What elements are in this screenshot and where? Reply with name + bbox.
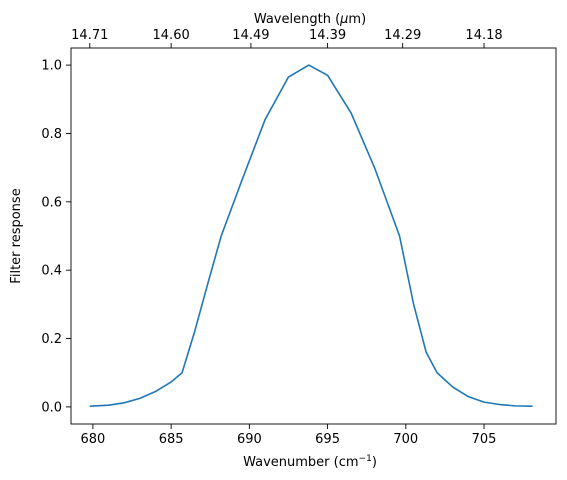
plot-area [71, 48, 556, 424]
x-axis-label: Wavenumber (cm−1) [243, 454, 377, 470]
left-axis-ticks: 0.0 0.2 0.4 0.6 0.8 1.0 [41, 59, 71, 415]
y-axis-label: Filter response [9, 188, 24, 283]
top-tick-label: 14.18 [465, 28, 502, 43]
top-tick-label: 14.39 [309, 28, 346, 43]
y-tick-label: 0.6 [41, 195, 62, 210]
plot-frame [70, 47, 557, 425]
x-tick-label: 680 [80, 432, 105, 447]
top-axis-ticks: 14.71 14.60 14.49 14.39 14.29 14.18 [71, 28, 503, 48]
top-tick-label: 14.71 [71, 28, 108, 43]
x-tick-label: 695 [315, 432, 340, 447]
x-tick-label: 700 [393, 432, 418, 447]
top-tick-label: 14.29 [384, 28, 421, 43]
top-tick-label: 14.60 [153, 28, 190, 43]
y-tick-label: 1.0 [41, 59, 62, 74]
bottom-axis-ticks: 680 685 690 695 700 705 [80, 424, 496, 447]
top-axis-label: Wavelength (μm) [254, 12, 366, 27]
x-tick-label: 685 [159, 432, 184, 447]
y-tick-label: 0.8 [41, 127, 62, 142]
x-tick-label: 690 [237, 432, 262, 447]
y-tick-label: 0.2 [41, 332, 62, 347]
x-tick-label: 705 [472, 432, 497, 447]
series-line [89, 64, 533, 408]
top-tick-label: 14.49 [232, 28, 269, 43]
y-tick-label: 0.0 [41, 400, 62, 415]
y-tick-label: 0.4 [41, 264, 62, 279]
